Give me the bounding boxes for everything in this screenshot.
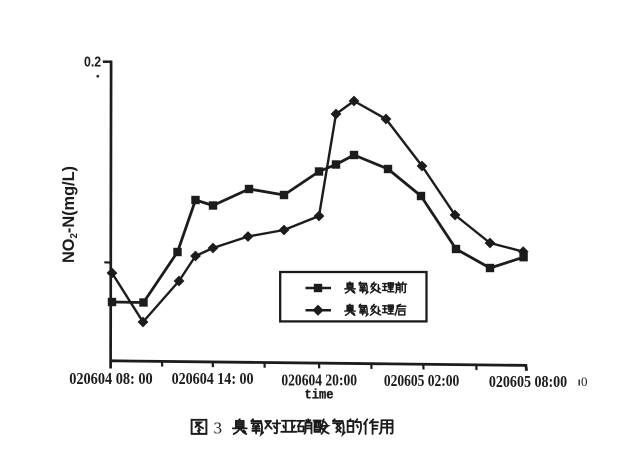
svg-text:0.2: 0.2 xyxy=(84,55,101,71)
svg-text:020605 08:00: 020605 08:00 xyxy=(489,372,567,391)
svg-text:NO2-N(mg/L): NO2-N(mg/L) xyxy=(59,166,80,263)
svg-text:020604 20:00: 020604 20:00 xyxy=(281,371,357,390)
svg-text:020605 02:00: 020605 02:00 xyxy=(384,371,459,390)
svg-text:020604 08: 00: 020604 08: 00 xyxy=(69,369,153,388)
svg-text:0: 0 xyxy=(581,374,588,389)
svg-text:time: time xyxy=(305,388,334,404)
svg-text:020604 14: 00: 020604 14: 00 xyxy=(172,369,254,388)
svg-text:3: 3 xyxy=(214,419,223,438)
